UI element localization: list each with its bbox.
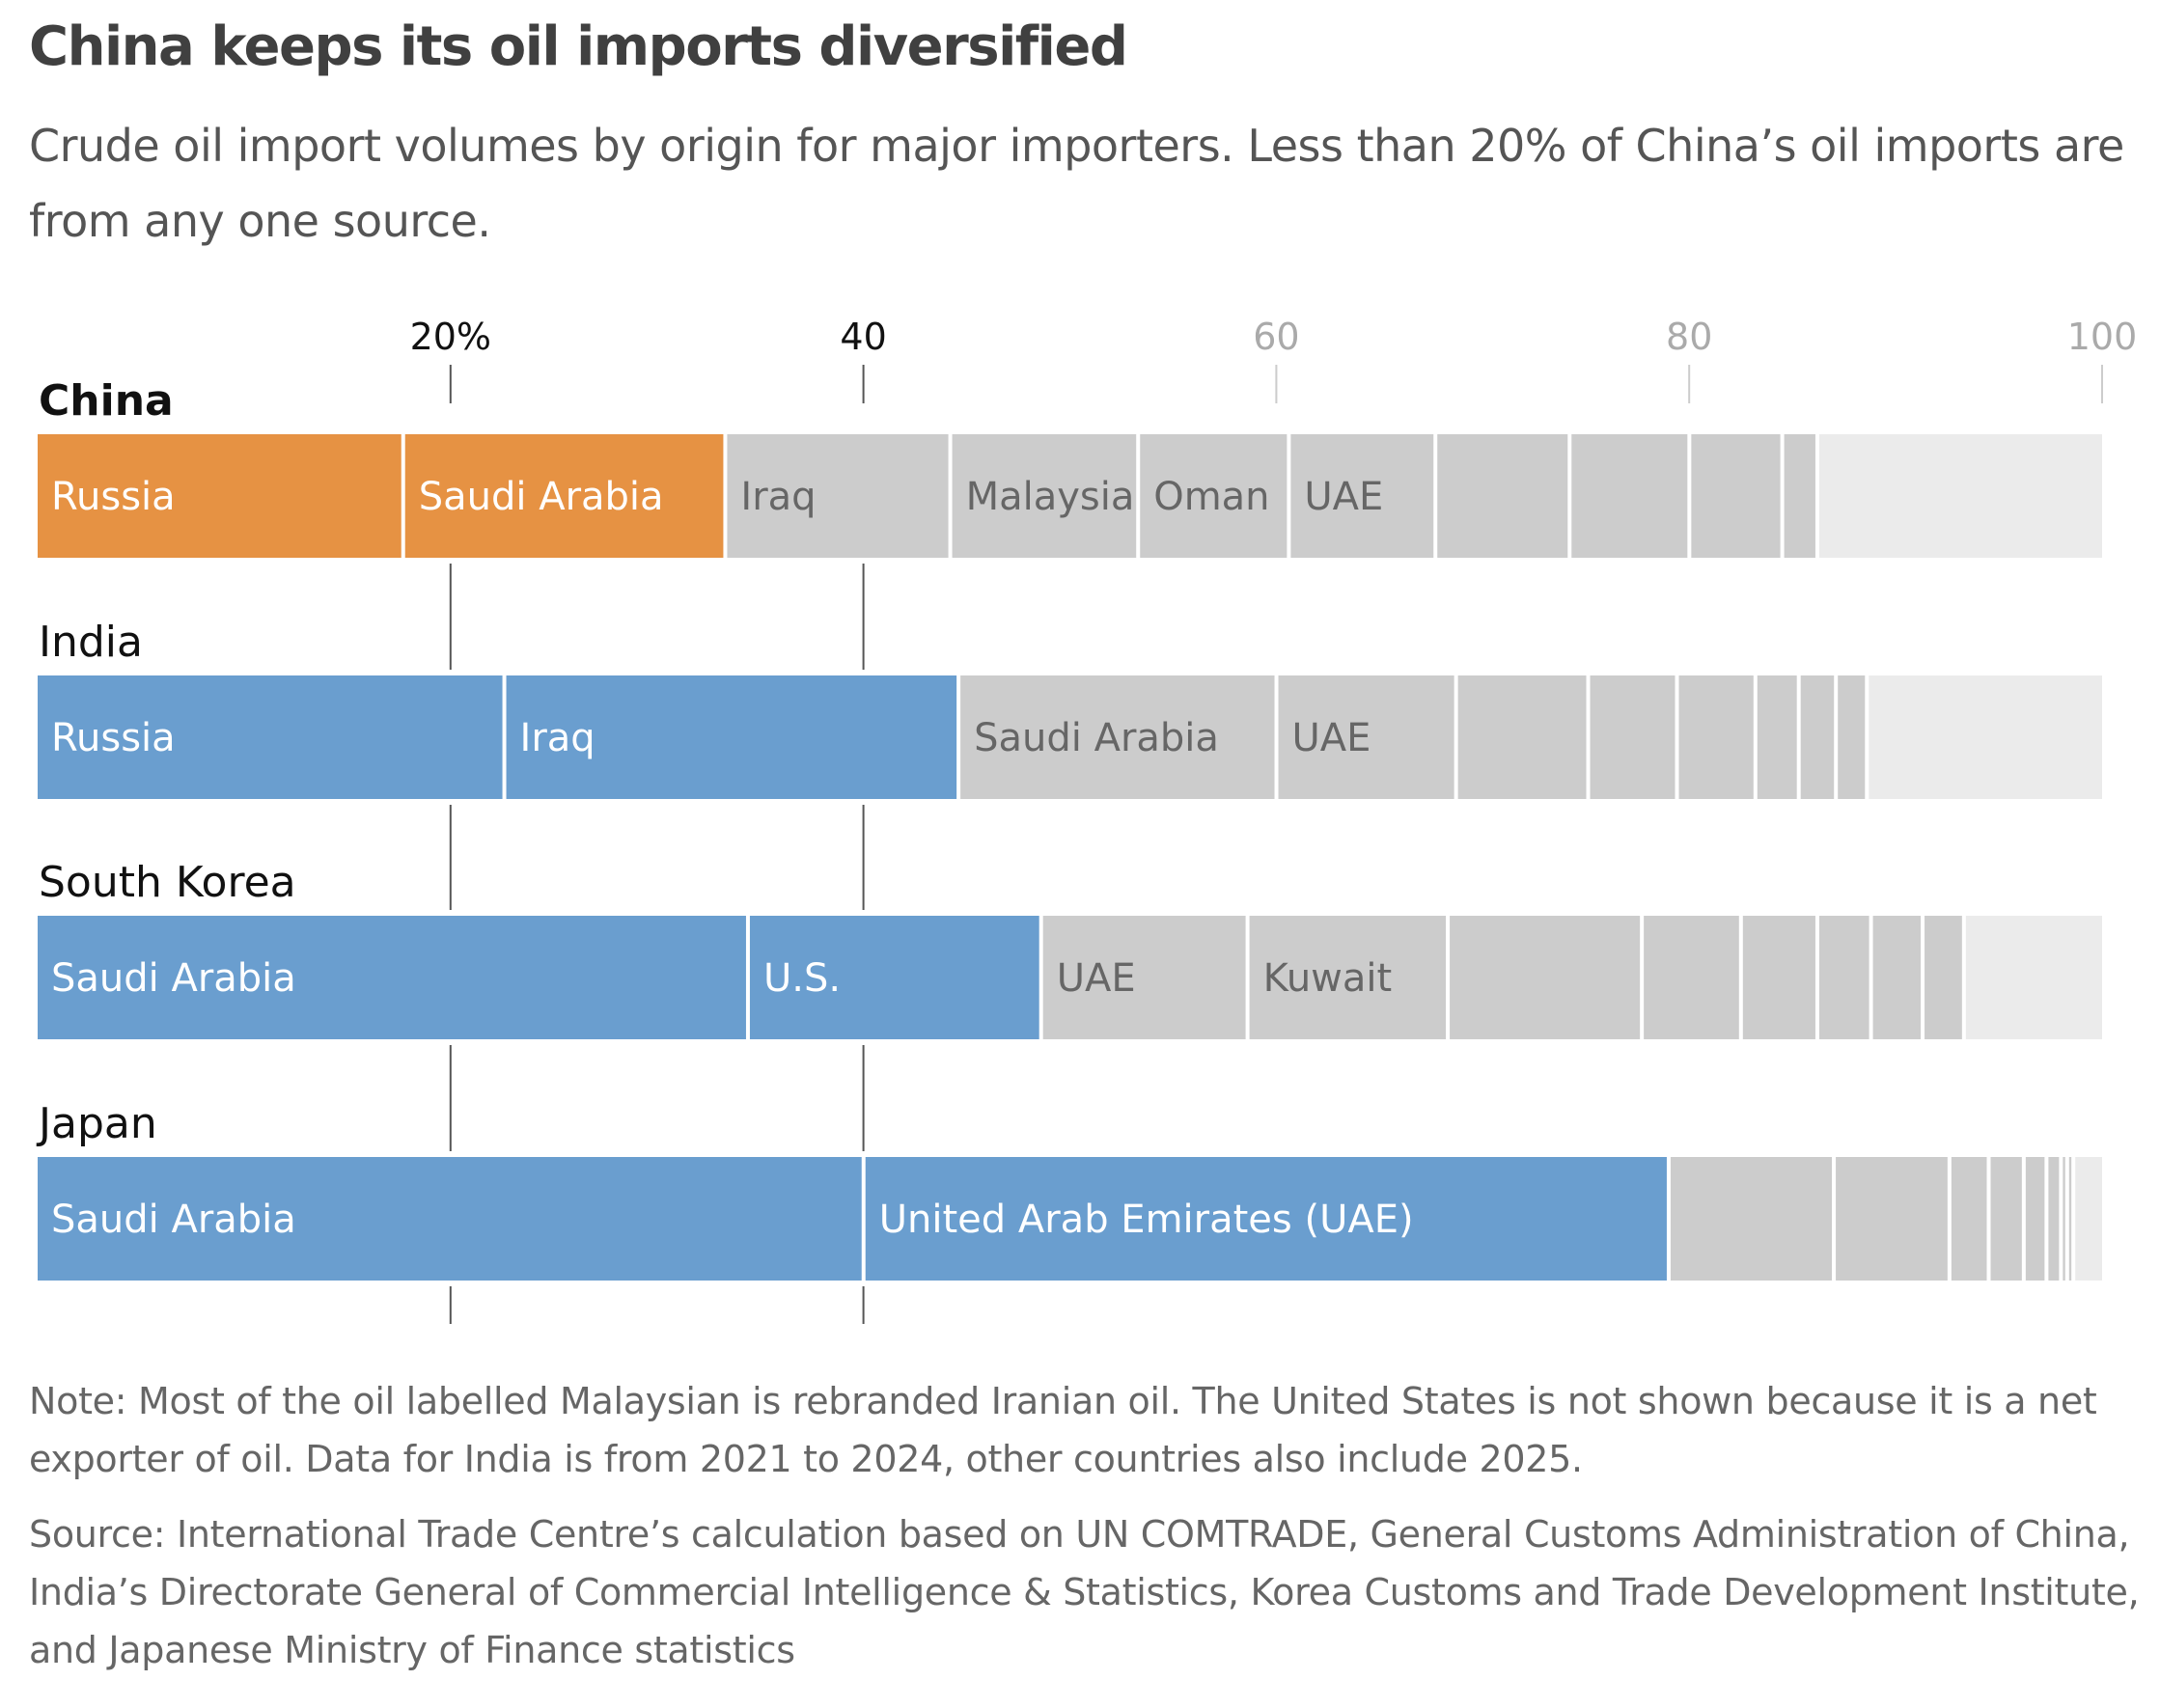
source-text: Source: International Trade Centre’s cal…	[29, 1513, 2140, 1671]
bar-segment	[1140, 434, 1288, 558]
x-tick-label: 80	[1666, 316, 1712, 358]
x-axis-ticks: 20% 40 60 80 100	[410, 316, 2138, 358]
bar-segment	[1925, 916, 1962, 1039]
country-label: Japan	[36, 1099, 157, 1148]
x-tick-label: 100	[2067, 316, 2138, 358]
x-tick-label: 60	[1253, 316, 1299, 358]
segment-label: UAE	[1292, 716, 1371, 760]
bar-segment	[506, 675, 957, 799]
bar-segment	[1042, 916, 1246, 1039]
bar-segment	[1290, 434, 1434, 558]
bar-segment	[1965, 916, 2102, 1039]
bar-segment	[1800, 675, 1835, 799]
bar-segment	[1590, 675, 1675, 799]
segment-label: Malaysia	[966, 475, 1135, 519]
bar-segment	[1838, 675, 1866, 799]
bar-segment	[2048, 1157, 2060, 1281]
bar-segment	[727, 434, 949, 558]
segment-label: Kuwait	[1263, 956, 1393, 1001]
bar-segment	[960, 675, 1275, 799]
bar-segment	[1818, 434, 2102, 558]
segment-label: UAE	[1057, 956, 1136, 1001]
bar-segment	[1757, 675, 1797, 799]
segment-label: Oman	[1153, 475, 1269, 519]
segment-label: Saudi Arabia	[51, 1198, 296, 1242]
gridlines	[449, 365, 2103, 1324]
bar-segment	[1742, 916, 1815, 1039]
bar-segment	[2068, 1157, 2072, 1281]
bar-segment	[749, 916, 1039, 1039]
bar-segment	[1644, 916, 1739, 1039]
bar-segment	[1784, 434, 1815, 558]
segment-label: Saudi Arabia	[419, 475, 664, 519]
bar-segment	[38, 916, 746, 1039]
segment-label: Saudi Arabia	[974, 716, 1219, 760]
segment-label: Russia	[51, 716, 176, 760]
segment-label: Saudi Arabia	[51, 956, 296, 1001]
bar-segment	[1872, 916, 1922, 1039]
segment-label: Iraq	[740, 475, 816, 519]
note-text: Note: Most of the oil labelled Malaysian…	[29, 1380, 2097, 1480]
footer: Note: Most of the oil labelled Malaysian…	[29, 1372, 2143, 1696]
bar-segment	[1437, 434, 1568, 558]
country-label: China	[39, 376, 174, 426]
bar-segment	[2063, 1157, 2065, 1281]
bar-group-south-korea: South Korea Saudi Arabia U.S. UAE Kuwait	[38, 858, 2102, 1039]
bar-segment	[1278, 675, 1454, 799]
bar-group-china: China Russia Saudi Arabia Iraq Malaysia Oman U…	[38, 376, 2102, 558]
bar-segment	[1457, 675, 1587, 799]
bar-segment	[1836, 1157, 1948, 1281]
bar-segment	[865, 1157, 1667, 1281]
bars: China Russia Saudi Arabia Iraq Malaysia Oman U…	[36, 376, 2102, 1281]
country-label: South Korea	[39, 858, 296, 907]
bar-segment	[38, 434, 402, 558]
segment-label: United Arab Emirates (UAE)	[879, 1198, 1414, 1242]
bar-segment	[38, 675, 503, 799]
bar-segment	[1990, 1157, 2022, 1281]
bar-group-japan: Japan Saudi Arabia United Arab Emirates (U…	[36, 1099, 2102, 1281]
bar-group-india: India Russia Iraq Saudi Arabia UAE	[38, 618, 2102, 799]
bar-segment	[38, 1157, 862, 1281]
bar-segment	[404, 434, 724, 558]
bar-segment	[1951, 1157, 1987, 1281]
x-tick-label: 20%	[410, 316, 491, 358]
chart-subtitle: Crude oil import volumes by origin for m…	[29, 120, 2124, 247]
bar-segment	[1818, 916, 1869, 1039]
x-tick-label: 40	[840, 316, 886, 358]
bar-segment	[952, 434, 1137, 558]
bar-segment	[1249, 916, 1447, 1039]
bar-segment	[2075, 1157, 2102, 1281]
segment-label: U.S.	[763, 956, 841, 1001]
bar-segment	[1670, 1157, 1833, 1281]
bar-segment	[1691, 434, 1781, 558]
bar-segment	[1678, 675, 1754, 799]
segment-label: Iraq	[520, 716, 595, 760]
chart-title: China keeps its oil imports diversified	[29, 15, 1128, 78]
bar-segment	[2025, 1157, 2045, 1281]
country-label: India	[39, 618, 143, 667]
stacked-bar-chart: 20% 40 60 80 100 China Russia Saudi Arabia Iraq…	[36, 316, 2138, 1324]
bar-segment	[1571, 434, 1688, 558]
segment-label: UAE	[1304, 475, 1383, 519]
segment-label: Russia	[51, 475, 176, 519]
bar-segment	[1869, 675, 2102, 799]
bar-segment	[1450, 916, 1641, 1039]
